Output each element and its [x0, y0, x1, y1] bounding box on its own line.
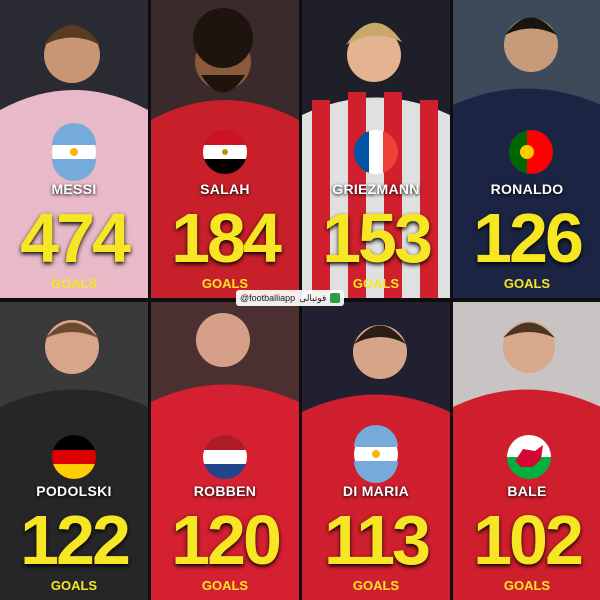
player-name: GRIEZMANN [332, 181, 420, 197]
player-name: ROBBEN [193, 483, 257, 499]
player-name: BALE [507, 483, 547, 499]
goal-count: 184 [171, 199, 282, 277]
player-name: DI MARIA [342, 483, 410, 499]
goals-label: GOALS [503, 578, 551, 593]
player-card: DI MARIA 113 GOALS [302, 302, 450, 600]
goal-count: 120 [171, 501, 282, 579]
player-card: PODOLSKI 122 GOALS [0, 302, 148, 600]
player-art [0, 302, 148, 600]
watermark: @footballiapp فوتبالی [236, 290, 345, 306]
goals-label: GOALS [201, 276, 249, 291]
goals-label: GOALS [50, 578, 98, 593]
player-art [302, 0, 450, 298]
player-card: SALAH 184 GOALS [151, 0, 299, 298]
player-art [453, 302, 600, 600]
goal-count: 102 [473, 501, 584, 579]
player-name: MESSI [51, 181, 97, 197]
player-card: RONALDO 126 GOALS [453, 0, 600, 298]
player-art [151, 0, 299, 298]
player-name: SALAH [200, 181, 250, 197]
player-name: PODOLSKI [36, 483, 112, 499]
player-art [0, 0, 148, 298]
player-card: GRIEZMANN 153 GOALS [302, 0, 450, 298]
player-card: BALE 102 GOALS [453, 302, 600, 600]
player-art [151, 302, 299, 600]
goals-label: GOALS [352, 578, 400, 593]
player-art [302, 302, 450, 600]
goals-label: GOALS [503, 276, 551, 291]
goal-count: 126 [473, 199, 584, 277]
player-art [453, 0, 600, 298]
goal-count: 122 [20, 501, 131, 579]
goal-count: 113 [324, 501, 431, 579]
watermark-handle: @footballiapp [240, 293, 296, 303]
goal-count: 153 [322, 199, 433, 277]
goals-label: GOALS [50, 276, 98, 291]
goal-count: 474 [20, 199, 131, 277]
player-card: ROBBEN 120 GOALS [151, 302, 299, 600]
watermark-icon [330, 293, 341, 303]
player-name: RONALDO [490, 181, 564, 197]
goals-label: GOALS [352, 276, 400, 291]
goals-label: GOALS [201, 578, 249, 593]
watermark-brand: فوتبالی [299, 292, 327, 303]
player-card: MESSI 474 GOALS [0, 0, 148, 298]
